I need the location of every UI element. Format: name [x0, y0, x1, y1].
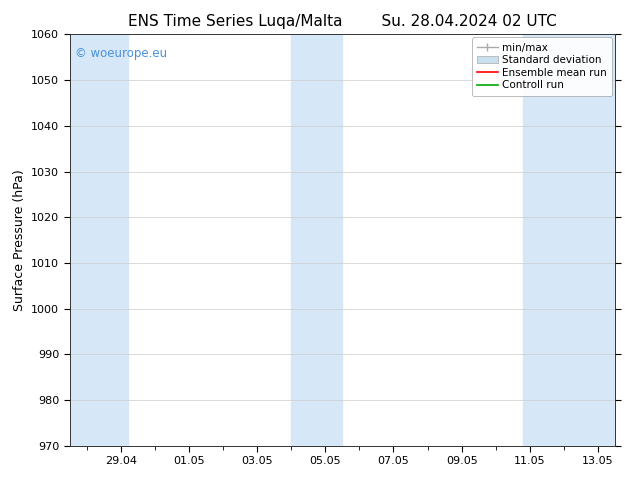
Legend: min/max, Standard deviation, Ensemble mean run, Controll run: min/max, Standard deviation, Ensemble me… [472, 37, 612, 96]
Bar [70, 34, 127, 446]
Title: ENS Time Series Luqa/Malta        Su. 28.04.2024 02 UTC: ENS Time Series Luqa/Malta Su. 28.04.202… [128, 14, 557, 29]
Bar [291, 34, 342, 446]
Text: © woeurope.eu: © woeurope.eu [75, 47, 167, 60]
Bar [523, 34, 615, 446]
Y-axis label: Surface Pressure (hPa): Surface Pressure (hPa) [13, 169, 25, 311]
